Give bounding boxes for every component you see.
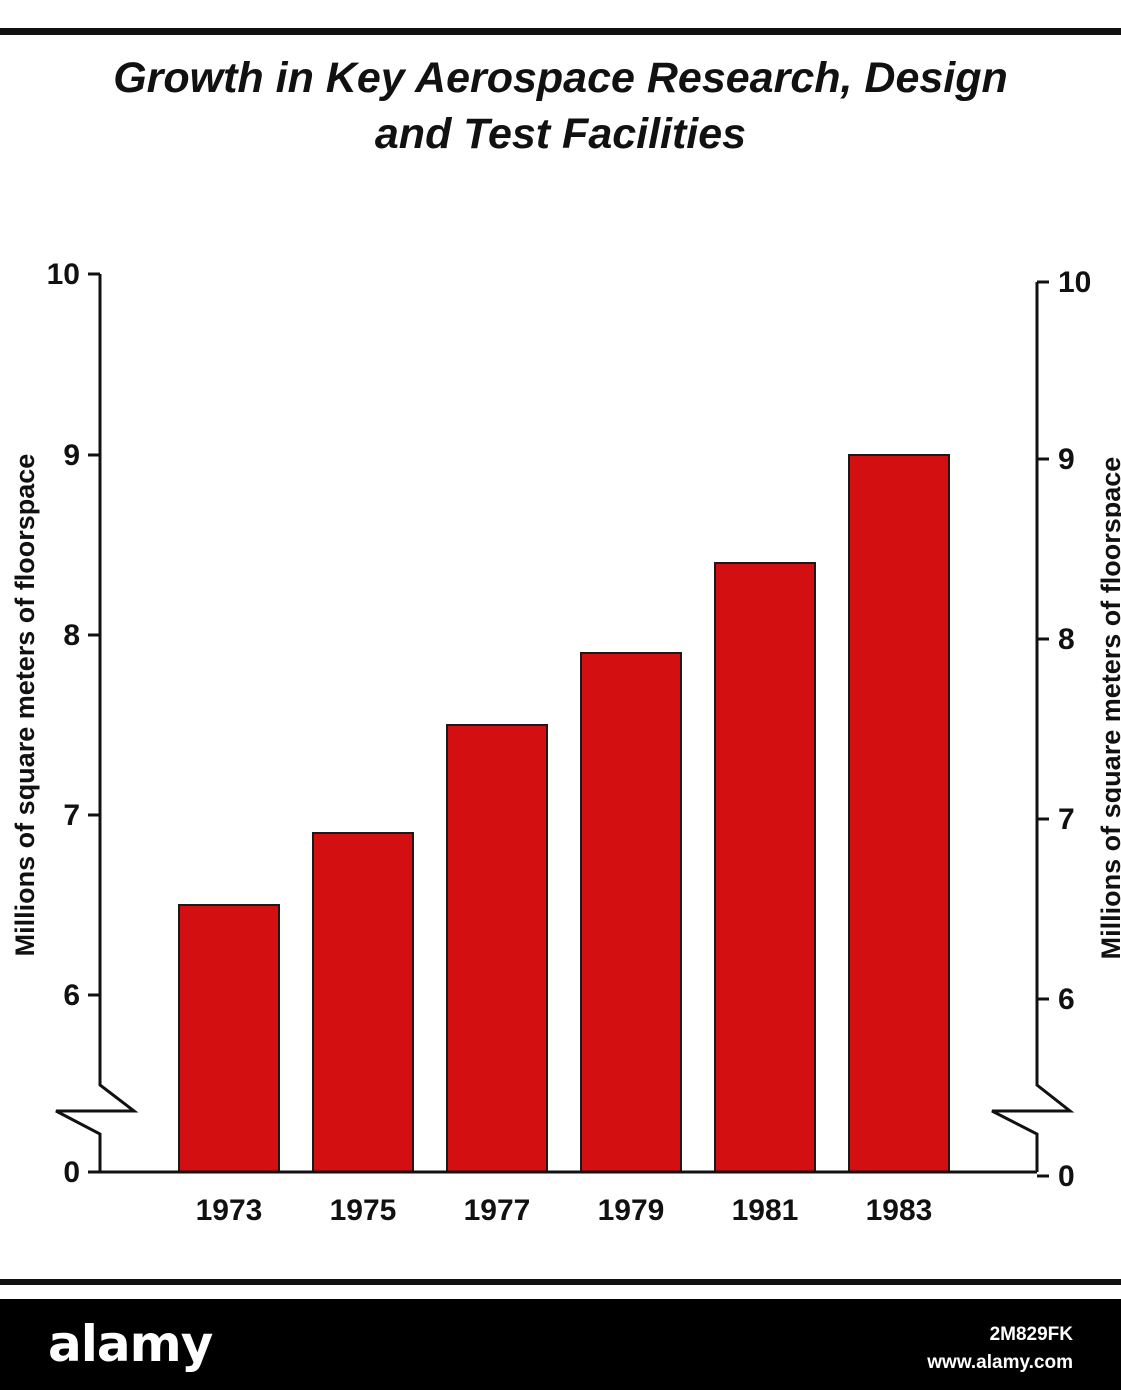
bar-1983: [848, 454, 950, 1173]
right-y-tick-label-0: 0: [1058, 1160, 1075, 1193]
left-y-tick-label-8: 8: [63, 619, 80, 652]
left-y-tick-label-7: 7: [63, 799, 80, 832]
watermark-footer: alamy 2M829FK www.alamy.com: [0, 1299, 1121, 1390]
left-y-axis: [55, 274, 139, 1172]
bar-1973: [178, 904, 280, 1173]
x-tick-label-1973: 1973: [196, 1194, 263, 1227]
bar-chart: 1973 1975 1977 1979 1981 1983 0 0 6 6 7 7 8 8 9 9 10 10 Mi…: [10, 258, 1121, 1227]
chart-title-line-1: Growth in Key Aerospace Research, Design: [113, 54, 1008, 102]
left-y-tick-label-6: 6: [63, 979, 80, 1012]
left-y-tick-label-0: 0: [63, 1156, 80, 1189]
x-tick-label-1977: 1977: [464, 1194, 531, 1227]
left-y-tick-label-10: 10: [47, 258, 80, 291]
right-y-tick-label-9: 9: [1058, 443, 1075, 476]
right-y-tick-label-8: 8: [1058, 623, 1075, 656]
x-tick-label-1979: 1979: [598, 1194, 665, 1227]
site-url: www.alamy.com: [927, 1352, 1073, 1373]
right-y-axis-title: Millions of square meters of floorspace: [1096, 457, 1121, 960]
image-id: 2M829FK: [989, 1324, 1073, 1345]
right-y-tick-label-7: 7: [1058, 803, 1075, 836]
alamy-logo: alamy: [48, 1315, 213, 1373]
bar-1981: [714, 562, 816, 1173]
right-y-tick-label-10: 10: [1058, 266, 1091, 299]
image-credit: 2M829FK www.alamy.com: [927, 1321, 1073, 1377]
bottom-rule: [0, 1279, 1121, 1285]
bar-1977: [446, 724, 548, 1173]
bar-1975: [312, 832, 414, 1173]
top-rule: [0, 28, 1121, 35]
right-y-tick-label-6: 6: [1058, 983, 1075, 1016]
chart-title: Growth in Key Aerospace Research, Design…: [0, 50, 1121, 162]
right-y-axis: [991, 282, 1075, 1172]
bar-1979: [580, 652, 682, 1173]
x-tick-label-1981: 1981: [732, 1194, 799, 1227]
chart-title-line-2: and Test Facilities: [374, 110, 747, 158]
x-tick-label-1975: 1975: [330, 1194, 397, 1227]
x-tick-label-1983: 1983: [866, 1194, 933, 1227]
left-y-tick-label-9: 9: [63, 439, 80, 472]
left-y-axis-title: Millions of square meters of floorspace: [10, 454, 40, 957]
